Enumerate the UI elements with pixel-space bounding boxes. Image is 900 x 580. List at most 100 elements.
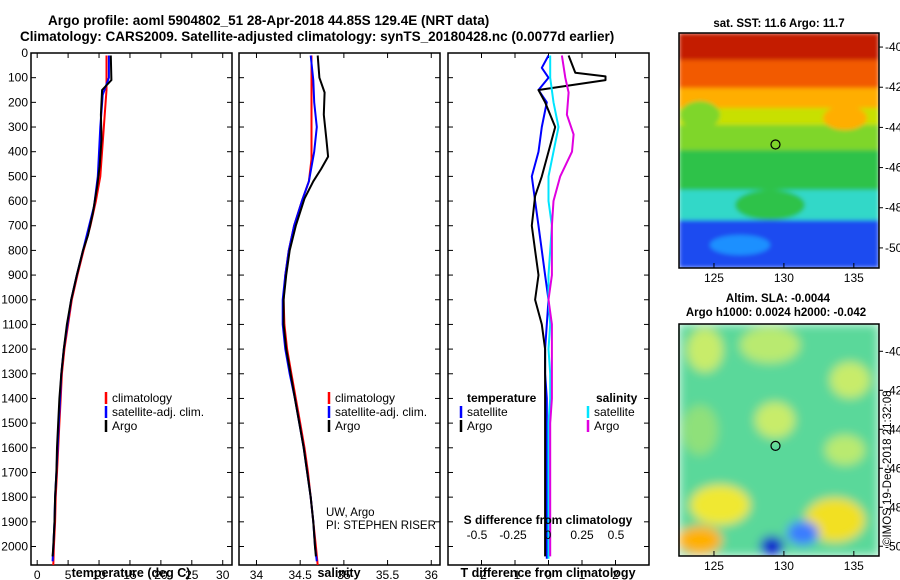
float-position-marker	[770, 440, 781, 451]
depth-tick-label: 900	[8, 268, 28, 282]
x-tick-label: 35.5	[376, 568, 400, 580]
legend-argo-label: Argo	[112, 419, 138, 433]
x-tick-label: 0	[545, 568, 552, 580]
title-line-2: Climatology: CARS2009. Satellite-adjuste…	[20, 29, 614, 44]
depth-tick-label: 1500	[1, 416, 28, 430]
depth-tick-label: 500	[8, 169, 28, 183]
sla-map-axes: 125 130 135 -40 -42 -44 -46 -48 -50	[704, 344, 900, 573]
x-tick-label: 1	[579, 568, 586, 580]
sst-map-title: sat. SST: 11.6 Argo: 11.7	[713, 18, 844, 30]
lat-tick-label: -44	[885, 422, 900, 436]
series-argo	[282, 55, 330, 557]
legend-temp-argo-label: Argo	[467, 419, 493, 433]
salinity-legend: climatology satellite-adj. clim. Argo	[327, 391, 427, 433]
title-line-1: Argo profile: aoml 5904802_51 28-Apr-201…	[48, 13, 489, 28]
sst-map-axes: 125 130 135 -40 -42 -44 -46 -48 -50	[704, 40, 900, 285]
depth-tick-label: 1300	[1, 367, 28, 381]
s-tick: 0	[545, 528, 552, 542]
x-tick-label: 10	[92, 568, 106, 580]
lon-tick-label: 130	[774, 559, 794, 573]
series-argo	[51, 55, 113, 557]
temperature-x-axis: 0 5 10 15 20 25 30	[34, 53, 230, 580]
salinity-x-axis: 34 34.5 35 35.5 36	[250, 53, 438, 580]
legend-temperature-title: temperature	[467, 391, 537, 405]
depth-tick-label: 1000	[1, 293, 28, 307]
depth-tick-label: 100	[8, 71, 28, 85]
salinity-panel: 34 34.5 35 35.5 36 salinity climatology sate…	[238, 52, 441, 580]
depth-tick-label: 1400	[1, 391, 28, 405]
s-difference-label: S difference from climatology	[464, 513, 633, 527]
salinity-x-label: salinity	[317, 566, 360, 580]
x-tick-label: 20	[154, 568, 168, 580]
difference-x-axis: -2 -1 0 1 2	[476, 53, 619, 580]
lat-tick-label: -40	[885, 40, 900, 54]
depth-tick-label: 200	[8, 95, 28, 109]
depth-tick-label: 1600	[1, 441, 28, 455]
difference-legend-temperature: temperature satellite Argo	[459, 391, 537, 433]
lat-tick-label: -50	[885, 539, 900, 553]
difference-panel: -2 -1 0 1 2 T difference from climatology S …	[447, 52, 650, 580]
x-tick-label: 25	[185, 568, 199, 580]
sst-map-panel: sat. SST: 11.6 Argo: 11.7 125 130 135 -40 -4…	[678, 18, 900, 285]
lon-tick-label: 135	[844, 559, 864, 573]
legend-sal-satellite-label: satellite	[594, 405, 635, 419]
series-temperature-argo	[530, 55, 607, 557]
legend-salinity-title: salinity	[596, 391, 638, 405]
depth-tick-label: 1700	[1, 465, 28, 479]
depth-tick-label: 400	[8, 145, 28, 159]
lat-tick-label: -40	[885, 344, 900, 358]
depth-tick-label: 600	[8, 194, 28, 208]
lat-tick-label: -42	[885, 80, 900, 94]
x-tick-label: 15	[123, 568, 137, 580]
lat-tick-label: -42	[885, 383, 900, 397]
lat-tick-label: -46	[885, 161, 900, 175]
sst-field	[679, 33, 879, 268]
difference-profiles	[530, 55, 607, 559]
lon-tick-label: 130	[774, 271, 794, 285]
lon-tick-label: 125	[704, 271, 724, 285]
salinity-profiles	[281, 55, 330, 565]
salinity-y-ticks	[239, 52, 440, 547]
lon-tick-label: 125	[704, 559, 724, 573]
depth-tick-label: 2000	[1, 539, 28, 553]
series-temperature-satellite	[530, 55, 550, 559]
credit-line-2: PI: STEPHEN RISER	[326, 520, 436, 532]
legend-temp-satellite-label: satellite	[467, 405, 508, 419]
credit-line-1: UW, Argo	[326, 507, 375, 519]
difference-x-label: T difference from climatology	[460, 566, 635, 580]
legend-satellite-label: satellite-adj. clim.	[335, 405, 427, 419]
temperature-panel: 0 100 200 300 400 500 600 700 800 900 1000 1100 1200…	[1, 46, 233, 580]
sla-map-title-2: Argo h1000: 0.0024 h2000: -0.042	[686, 307, 866, 319]
s-difference-ticks: -0.5 -0.25 0 0.25 0.5	[467, 528, 625, 542]
legend-sal-argo-label: Argo	[594, 419, 620, 433]
lat-tick-label: -44	[885, 120, 900, 134]
sla-map-frame	[678, 323, 880, 557]
temperature-legend: climatology satellite-adj. clim. Argo	[104, 391, 204, 433]
x-tick-label: 34	[250, 568, 264, 580]
x-tick-label: 0	[34, 568, 41, 580]
sla-map-title-1: Altim. SLA: -0.0044	[726, 293, 831, 305]
depth-tick-label: 1100	[2, 317, 28, 331]
sla-map-panel: Altim. SLA: -0.0044 Argo h1000: 0.0024 h…	[678, 293, 900, 573]
depth-axis: 0 100 200 300 400 500 600 700 800 900 1000 1100 1200…	[1, 46, 232, 553]
legend-climatology-label: climatology	[112, 391, 172, 405]
x-tick-label: 35	[337, 568, 351, 580]
series-salinity-argo	[547, 55, 575, 557]
x-tick-label: 36	[425, 568, 439, 580]
depth-tick-label: 700	[8, 219, 28, 233]
depth-tick-label: 300	[8, 120, 28, 134]
sla-field	[678, 324, 879, 556]
depth-tick-label: 800	[8, 243, 28, 257]
x-tick-label: -2	[476, 568, 487, 580]
s-tick: 0.25	[570, 528, 594, 542]
legend-climatology-label: climatology	[335, 391, 395, 405]
depth-tick-label: 1200	[1, 342, 28, 356]
depth-tick-label: 1900	[1, 515, 28, 529]
float-position-marker	[770, 139, 781, 150]
x-tick-label: -1	[510, 568, 521, 580]
x-tick-label: 2	[612, 568, 619, 580]
copyright-stamp: ©IMOS 19-Dec-2018 21:32:08	[882, 390, 894, 546]
s-tick: -0.5	[467, 528, 488, 542]
salinity-plot-frame	[238, 52, 441, 566]
